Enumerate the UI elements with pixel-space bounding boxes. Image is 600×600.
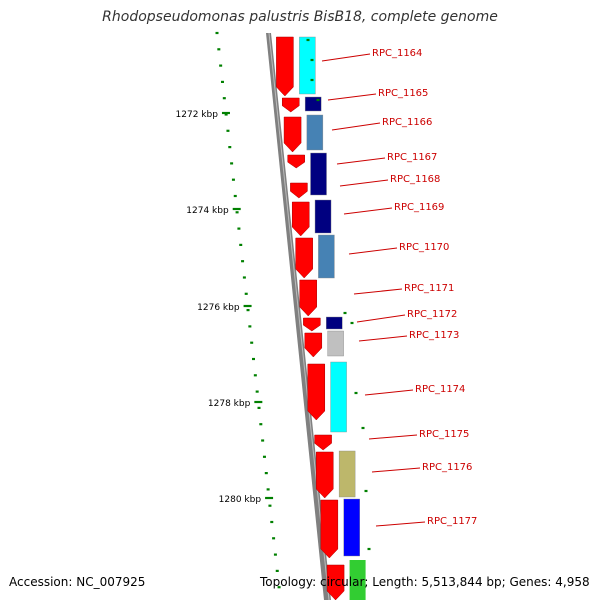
gene-label: RPC_1170 (399, 242, 449, 253)
label-leader-line (364, 389, 414, 396)
backbone (266, 32, 331, 600)
accession-text: Accession: NC_007925 (9, 575, 146, 589)
cog-box (343, 498, 360, 557)
cog-box (314, 199, 332, 234)
cog-box (330, 361, 347, 433)
label-leader-line (358, 335, 408, 342)
label-leader-line (336, 157, 386, 165)
gene-label: RPC_1166 (382, 117, 432, 128)
label-leader-line (371, 467, 421, 473)
gene-label: RPC_1167 (387, 152, 437, 163)
label-leader-line (348, 247, 398, 255)
gene-label: RPC_1165 (378, 88, 428, 99)
cog-box (326, 316, 343, 330)
gene-label: RPC_1164 (372, 48, 422, 59)
gene-arrow (320, 499, 339, 559)
cog-box (327, 330, 344, 357)
gene-label: RPC_1172 (407, 309, 457, 320)
gene-labels: RPC_1164 RPC_1165 RPC_1166 RPC_1167 RPC_1168… (321, 48, 477, 527)
ruler-label: 1280 kbp (219, 495, 262, 505)
gene-arrow (283, 116, 302, 153)
gene-arrow (303, 317, 321, 332)
gene-arrow (307, 363, 326, 421)
gene-arrow (304, 332, 323, 358)
ruler-label: 1272 kbp (176, 110, 219, 120)
gene-label: RPC_1174 (415, 384, 465, 395)
gene-label: RPC_1177 (427, 516, 477, 527)
gene-label: RPC_1169 (394, 202, 444, 213)
gene-arrow (281, 97, 300, 113)
gene-arrow (299, 279, 317, 317)
cog-box (338, 450, 356, 498)
label-leader-line (368, 434, 418, 440)
cog-box (310, 152, 327, 196)
gene-label: RPC_1173 (409, 330, 459, 341)
genes (276, 36, 371, 600)
label-leader-line (356, 314, 406, 323)
label-leader-line (343, 207, 393, 215)
gene-arrow (287, 154, 305, 169)
label-leader-line (339, 179, 389, 187)
ruler: 1272 kbp 1274 kbp 1276 kbp 1278 kbp 1280 kbp (176, 31, 281, 589)
gene-label: RPC_1168 (390, 174, 440, 185)
topology-summary: Topology: circular; Length: 5,513,844 bp… (260, 575, 590, 589)
gene-arrow (276, 36, 294, 97)
cog-box (349, 560, 366, 600)
gene-arrow (295, 237, 313, 279)
cog-box (306, 114, 324, 151)
gene-label: RPC_1176 (422, 462, 472, 473)
label-leader-line (331, 122, 381, 131)
map-title: Rhodopseudomonas palustris BisB18, compl… (102, 9, 498, 25)
gene-label: RPC_1171 (404, 283, 454, 294)
gene-arrow (314, 434, 332, 451)
cog-box (318, 234, 335, 279)
ruler-label: 1278 kbp (208, 399, 251, 409)
backbone-highlight (268, 32, 330, 600)
cog-box (299, 36, 316, 95)
label-leader-line (375, 521, 426, 527)
ruler-label: 1274 kbp (186, 206, 229, 216)
ruler-label: 1276 kbp (197, 303, 240, 313)
gene-label: RPC_1175 (419, 429, 469, 440)
label-leader-line (321, 53, 371, 62)
gene-arrow (290, 182, 308, 199)
label-leader-line (327, 93, 377, 101)
gene-arrow (326, 564, 345, 600)
gene-arrow (291, 201, 310, 237)
label-leader-line (353, 288, 403, 295)
gene-arrow (315, 451, 334, 499)
